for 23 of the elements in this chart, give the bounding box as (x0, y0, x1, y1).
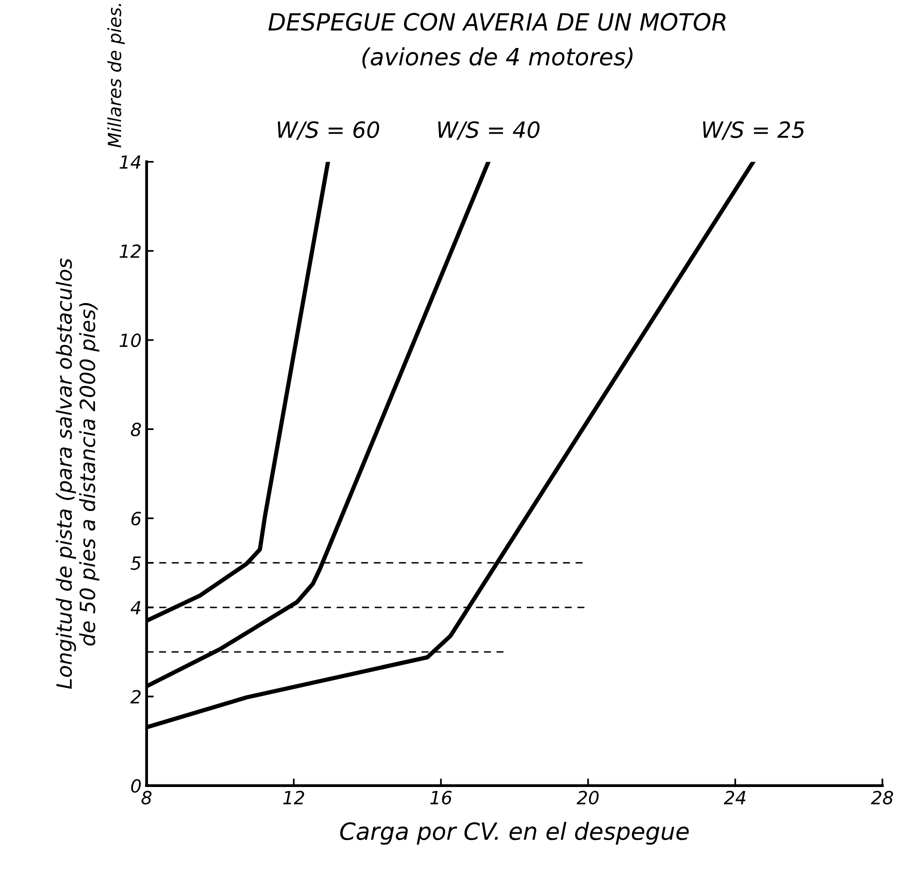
y-tick-label: 2 (130, 690, 141, 704)
x-tick-label: 24 (724, 790, 746, 804)
y-tick-label: 14 (120, 156, 140, 169)
y-tick-label: 10 (120, 334, 141, 348)
x-axis-title: Carga por CV. en el despegue (340, 822, 689, 845)
chart-subtitle: (aviones de 4 motores) (362, 47, 633, 68)
x-tick-label: 20 (576, 790, 599, 804)
x-tick-label: 16 (430, 790, 452, 804)
annotation: W/S = 25 (703, 121, 804, 140)
x-tick-label: 12 (283, 790, 304, 804)
annotation: W/S = 40 (438, 121, 540, 140)
x-tick-label: 28 (870, 790, 894, 804)
annotation: W/S = 60 (278, 121, 380, 140)
y-tick-label: 4 (130, 601, 140, 614)
y-tick-label: 8 (130, 422, 141, 436)
y-tick-label: 0 (131, 779, 141, 793)
y-axis-title: Longitud de pista (para salvar obstaculos de 50 pies a distancia 2000 pies) (56, 258, 100, 689)
text: Millares de pies. (107, 4, 125, 148)
y-tick-label: 5 (130, 556, 141, 570)
x-tick-label: 8 (141, 790, 152, 804)
y-tick-label: 6 (131, 512, 141, 526)
y-tick-label: 12 (120, 244, 141, 258)
chart-title: DESPEGUE CON AVERIA DE UN MOTOR (268, 12, 726, 31)
